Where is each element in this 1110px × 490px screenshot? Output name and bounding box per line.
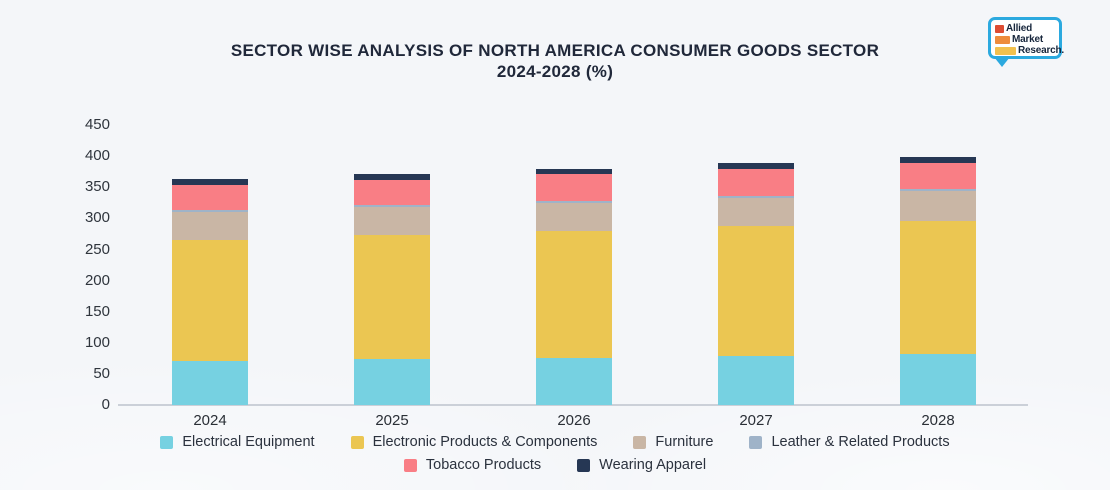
chart-title: SECTOR WISE ANALYSIS OF NORTH AMERICA CO… [0,40,1110,82]
legend-swatch-icon [633,435,647,449]
x-axis-label: 2025 [375,412,409,429]
stacked-bar-2028 [900,157,976,405]
legend-label: Electrical Equipment [182,434,315,450]
bar-segment-wearing-apparel [718,163,794,169]
bar-segment-electrical-equipment [536,357,612,405]
legend-label: Wearing Apparel [599,457,707,473]
logo-bubble-tail-icon [994,57,1010,67]
bar-segment-wearing-apparel [900,157,976,164]
stacked-bar-2026 [536,168,612,405]
bar-segment-furniture [718,197,794,226]
logo-text-market: Market [1012,34,1044,45]
y-axis-label: 100 [84,333,110,351]
legend-swatch-icon [749,435,763,449]
logo-text-research: Research. [1018,45,1065,56]
y-axis-label: 0 [101,396,110,413]
logo-square-yellow-icon [995,46,1016,55]
bar-segment-electronic-products-components [172,240,248,362]
legend-label: Furniture [655,434,714,450]
bar-segment-wearing-apparel [536,168,612,175]
legend-item-leather-related-products: Leather & Related Products [749,434,950,450]
legend-item-electronic-products-components: Electronic Products & Components [350,434,598,450]
chart-legend: Electrical Equipment Electronic Products … [0,434,1110,473]
stacked-bar-2025 [354,174,430,405]
bar-segment-tobacco-products [900,163,976,190]
stacked-bar-2027 [718,163,794,405]
legend-item-electrical-equipment: Electrical Equipment [160,434,315,450]
x-axis-label: 2028 [921,412,955,429]
bar-segment-electronic-products-components [354,235,430,359]
bar-segment-leather-related-products [172,210,248,213]
bar-segment-furniture [536,202,612,231]
legend-swatch-icon [577,458,591,472]
bar-segment-leather-related-products [354,205,430,208]
bar-segment-electrical-equipment [354,358,430,405]
y-axis-label: 150 [84,302,110,320]
x-axis-label: 2026 [557,412,591,429]
bar-segment-leather-related-products [900,189,976,191]
allied-market-research-logo: Allied Market Research. [982,15,1068,67]
legend-label: Tobacco Products [425,457,542,473]
legend-item-tobacco-products: Tobacco Products [403,457,542,473]
bar-segment-electrical-equipment [172,361,248,405]
bar-segment-leather-related-products [536,200,612,203]
bar-segment-furniture [900,191,976,222]
bar-segment-tobacco-products [354,179,430,206]
legend-row: Tobacco Products Wearing Apparel [403,457,706,473]
bar-segment-leather-related-products [718,195,794,198]
logo-square-red-icon [995,24,1004,33]
legend-swatch-icon [350,435,364,449]
logo-square-orange-icon [995,35,1010,44]
bar-segment-electronic-products-components [718,225,794,356]
bar-segment-tobacco-products [172,185,248,211]
legend-item-wearing-apparel: Wearing Apparel [577,457,706,473]
bar-segment-wearing-apparel [354,174,430,180]
chart-title-line2: 2024-2028 (%) [496,62,614,81]
bar-segment-wearing-apparel [172,179,248,186]
y-axis-label: 250 [84,240,110,258]
x-axis-label: 2027 [739,412,773,429]
bar-segment-furniture [354,207,430,236]
bar-segment-furniture [172,212,248,241]
x-axis-label: 2024 [193,412,227,429]
y-axis-label: 400 [84,147,110,165]
bar-segment-electrical-equipment [718,355,794,405]
logo-speech-bubble-icon: Allied Market Research. [988,17,1065,59]
stacked-bar-2024 [172,179,248,405]
chart-title-line1: SECTOR WISE ANALYSIS OF NORTH AMERICA CO… [230,41,880,60]
logo-text-allied: Allied [1006,23,1033,34]
legend-label: Electronic Products & Components [372,434,598,450]
bar-segment-tobacco-products [536,174,612,201]
bar-segment-electronic-products-components [536,230,612,358]
y-axis-label: 50 [93,364,110,382]
legend-swatch-icon [160,435,174,449]
bar-segment-electronic-products-components [900,221,976,354]
y-axis-label: 350 [84,178,110,196]
legend-item-furniture: Furniture [633,434,713,450]
bar-segment-electrical-equipment [900,353,976,405]
x-axis-line [118,404,1028,406]
y-axis-label: 450 [84,116,110,134]
legend-row: Electrical Equipment Electronic Products … [160,434,950,450]
y-axis-label: 200 [84,271,110,289]
bar-segment-tobacco-products [718,168,794,196]
y-axis-label: 300 [84,209,110,227]
legend-label: Leather & Related Products [771,434,950,450]
legend-swatch-icon [403,458,417,472]
